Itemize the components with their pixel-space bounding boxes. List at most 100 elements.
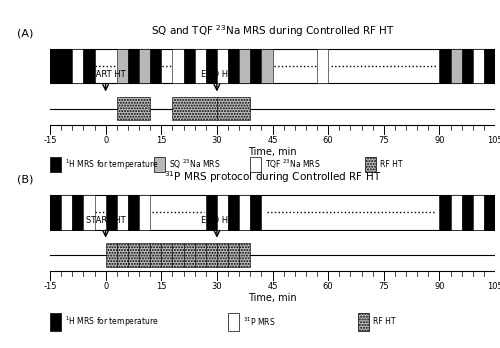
Bar	[117, 97, 150, 120]
Bar	[440, 49, 450, 84]
Bar	[139, 49, 150, 84]
Bar	[61, 195, 72, 230]
Text: (B): (B)	[16, 175, 33, 185]
Text: 75: 75	[378, 136, 389, 145]
Text: START HT: START HT	[86, 70, 126, 79]
Text: -15: -15	[44, 136, 57, 145]
Bar	[228, 313, 239, 331]
Bar	[194, 49, 206, 84]
Text: 45: 45	[267, 136, 278, 145]
Text: 15: 15	[156, 282, 166, 291]
Text: RF HT: RF HT	[372, 317, 395, 326]
Bar	[172, 243, 184, 267]
Text: SQ $^{23}$Na MRS: SQ $^{23}$Na MRS	[168, 158, 220, 171]
Bar	[228, 195, 239, 230]
Bar	[484, 49, 495, 84]
Text: 30: 30	[212, 282, 222, 291]
Bar	[239, 243, 250, 267]
Bar	[450, 195, 462, 230]
Bar	[50, 49, 495, 84]
Text: $^{31}$P MRS protocol during Controlled RF HT: $^{31}$P MRS protocol during Controlled …	[164, 169, 381, 185]
Bar	[250, 49, 262, 84]
Text: 105: 105	[487, 136, 500, 145]
Bar	[184, 49, 194, 84]
Bar	[84, 195, 94, 230]
Text: 75: 75	[378, 282, 389, 291]
Bar	[128, 195, 139, 230]
Bar	[50, 313, 61, 331]
Bar	[50, 195, 61, 230]
Text: 0: 0	[103, 282, 108, 291]
Bar	[239, 195, 250, 230]
Bar	[128, 243, 139, 267]
Bar	[150, 243, 161, 267]
Text: 30: 30	[212, 136, 222, 145]
Text: 60: 60	[323, 136, 334, 145]
Bar	[128, 49, 139, 84]
Bar	[84, 49, 94, 84]
Bar	[194, 243, 206, 267]
Bar	[72, 49, 84, 84]
Text: 105: 105	[487, 282, 500, 291]
Bar	[217, 195, 228, 230]
Bar	[184, 243, 194, 267]
Bar	[106, 243, 117, 267]
Text: 60: 60	[323, 282, 334, 291]
Bar	[217, 243, 228, 267]
Text: $^{1}$H MRS for temperature: $^{1}$H MRS for temperature	[65, 315, 158, 329]
Bar	[462, 49, 473, 84]
Bar	[217, 49, 228, 84]
Bar	[154, 157, 165, 172]
Bar	[239, 49, 250, 84]
Bar	[206, 243, 217, 267]
Bar	[117, 243, 128, 267]
Bar	[473, 195, 484, 230]
Bar	[150, 49, 161, 84]
Text: 90: 90	[434, 136, 444, 145]
Text: $^{1}$H MRS for temperature: $^{1}$H MRS for temperature	[65, 157, 158, 172]
Bar	[365, 157, 376, 172]
Text: -15: -15	[44, 282, 57, 291]
Bar	[484, 195, 495, 230]
Bar	[117, 49, 128, 84]
Bar	[250, 157, 262, 172]
Bar	[228, 243, 239, 267]
Text: $^{31}$P MRS: $^{31}$P MRS	[243, 316, 275, 328]
Bar	[358, 313, 369, 331]
Bar	[106, 195, 117, 230]
Text: TQF $^{23}$Na MRS: TQF $^{23}$Na MRS	[265, 158, 320, 171]
Text: Time, min: Time, min	[248, 293, 297, 303]
Text: END HT: END HT	[201, 70, 233, 79]
Bar	[206, 195, 217, 230]
Text: 15: 15	[156, 136, 166, 145]
Bar	[228, 49, 239, 84]
Text: RF HT: RF HT	[380, 160, 402, 169]
Bar	[139, 243, 150, 267]
Bar	[217, 97, 250, 120]
Bar	[450, 49, 462, 84]
Bar	[172, 49, 184, 84]
Bar	[262, 49, 272, 84]
Bar	[72, 195, 84, 230]
Bar	[50, 49, 72, 84]
Text: (A): (A)	[16, 29, 33, 39]
Text: START HT: START HT	[86, 216, 126, 225]
Bar	[440, 195, 450, 230]
Bar	[139, 195, 150, 230]
Bar	[50, 157, 61, 172]
Bar	[250, 195, 262, 230]
Text: SQ and TQF $^{23}$Na MRS during Controlled RF HT: SQ and TQF $^{23}$Na MRS during Controll…	[150, 23, 394, 39]
Text: Time, min: Time, min	[248, 147, 297, 157]
Text: END HT: END HT	[201, 216, 233, 225]
Bar	[473, 49, 484, 84]
Bar	[206, 49, 217, 84]
Text: 45: 45	[267, 282, 278, 291]
Text: 0: 0	[103, 136, 108, 145]
Bar	[50, 195, 495, 230]
Bar	[462, 195, 473, 230]
Bar	[161, 243, 172, 267]
Bar	[172, 97, 217, 120]
Text: 90: 90	[434, 282, 444, 291]
Bar	[317, 49, 328, 84]
Bar	[117, 195, 128, 230]
